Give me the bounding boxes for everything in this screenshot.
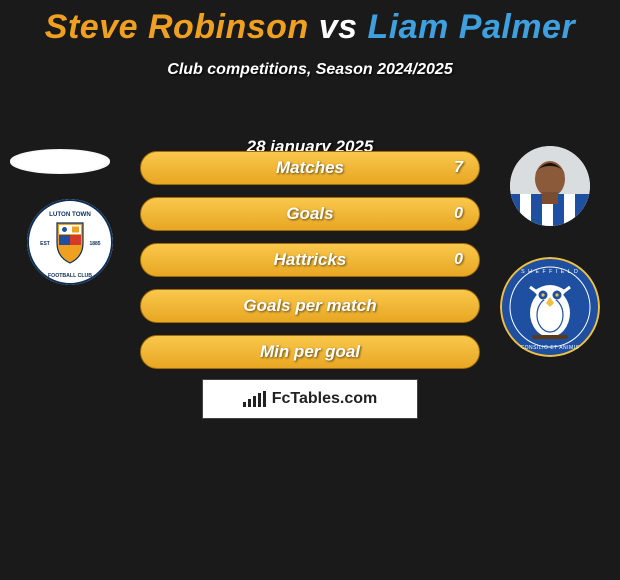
svg-text:1885: 1885	[89, 241, 100, 247]
svg-text:LUTON TOWN: LUTON TOWN	[49, 211, 91, 218]
player-b-club-badge: S H E F F I E L D CONSILIO ET ANIMIS	[500, 257, 600, 357]
player-a-club-badge: LUTON TOWN FOOTBALL CLUB EST 1885	[27, 199, 113, 285]
stat-label: Matches	[276, 158, 344, 178]
svg-text:CONSILIO ET ANIMIS: CONSILIO ET ANIMIS	[521, 345, 580, 351]
stat-label: Goals	[286, 204, 333, 224]
player-b-name: Liam Palmer	[367, 8, 575, 46]
page-title: Steve Robinson vs Liam Palmer	[0, 0, 620, 47]
stat-row-goals-per-match: Goals per match	[140, 289, 480, 323]
stat-rows: Matches 7 Goals 0 Hattricks 0 Goals per …	[140, 151, 480, 381]
player-a-avatar-placeholder	[10, 149, 110, 174]
brand-box[interactable]: FcTables.com	[202, 379, 418, 419]
svg-text:FOOTBALL CLUB: FOOTBALL CLUB	[48, 273, 92, 279]
player-a-name: Steve Robinson	[45, 8, 309, 46]
svg-text:EST: EST	[40, 241, 50, 247]
stat-label: Min per goal	[260, 342, 360, 362]
sheffield-wednesday-badge-icon: S H E F F I E L D CONSILIO ET ANIMIS	[500, 257, 600, 357]
stat-right-value: 7	[454, 159, 463, 177]
bar-chart-icon	[243, 391, 266, 407]
comparison-stage: LUTON TOWN FOOTBALL CLUB EST 1885	[0, 137, 620, 467]
stat-row-matches: Matches 7	[140, 151, 480, 185]
player-b-avatar	[510, 146, 590, 226]
stat-label: Hattricks	[274, 250, 347, 270]
vs-label: vs	[319, 8, 358, 46]
subtitle: Club competitions, Season 2024/2025	[0, 61, 620, 79]
luton-town-badge-icon: LUTON TOWN FOOTBALL CLUB EST 1885	[27, 199, 113, 285]
svg-text:S H E F F I E L D: S H E F F I E L D	[521, 269, 579, 275]
stat-row-hattricks: Hattricks 0	[140, 243, 480, 277]
stat-right-value: 0	[454, 251, 463, 269]
stat-row-min-per-goal: Min per goal	[140, 335, 480, 369]
stat-label: Goals per match	[243, 296, 376, 316]
stat-row-goals: Goals 0	[140, 197, 480, 231]
player-b-portrait-icon	[510, 146, 590, 226]
stat-right-value: 0	[454, 205, 463, 223]
brand-text: FcTables.com	[272, 390, 378, 408]
